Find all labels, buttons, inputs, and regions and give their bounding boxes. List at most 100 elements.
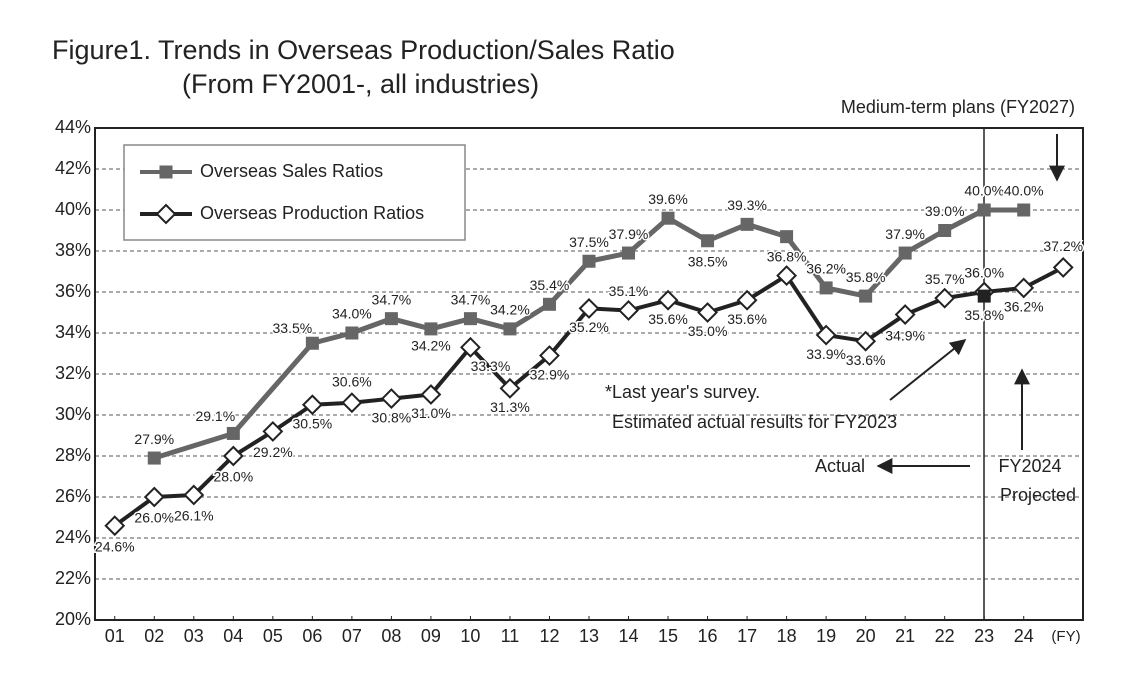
point (740, 217, 754, 231)
y-tick-label: 44% (55, 117, 91, 137)
point (345, 326, 359, 340)
data-label: 32.9% (530, 366, 570, 382)
data-label: 35.8% (964, 307, 1004, 323)
y-tick-label: 38% (55, 240, 91, 260)
point (780, 230, 794, 244)
data-label: 40.0% (964, 183, 1004, 199)
x-tick-label: 24 (1014, 626, 1034, 646)
y-tick-label: 28% (55, 445, 91, 465)
data-label: 33.6% (846, 352, 886, 368)
data-label: 33.9% (806, 346, 846, 362)
x-tick-label: 09 (421, 626, 441, 646)
point (697, 302, 718, 323)
point (104, 515, 126, 537)
x-tick-label: 08 (381, 626, 401, 646)
data-label: 35.8% (846, 269, 886, 285)
point (460, 336, 481, 358)
point (503, 322, 517, 336)
x-tick-label: 07 (342, 626, 362, 646)
x-tick-label: 11 (501, 626, 520, 646)
point (1052, 256, 1074, 278)
x-tick-label: 05 (263, 626, 283, 646)
data-label: 38.7% (767, 249, 807, 265)
annotation: *Last year's survey. (605, 382, 760, 402)
data-label: 26.0% (134, 510, 174, 526)
point (819, 281, 833, 295)
x-tick-label: 03 (184, 626, 204, 646)
data-label: 36.2% (1004, 299, 1044, 315)
point (582, 254, 596, 268)
data-label: 38.5% (688, 253, 728, 269)
annotation: Medium-term plans (FY2027) (841, 97, 1075, 117)
data-label: 36.2% (806, 261, 846, 277)
x-tick-label: 10 (460, 626, 480, 646)
arrow (889, 339, 967, 401)
legend (123, 144, 466, 241)
data-label: 34.7% (451, 291, 491, 307)
x-tick-label: 16 (698, 626, 718, 646)
x-tick-label: 04 (223, 626, 243, 646)
y-tick-label: 42% (55, 158, 91, 178)
point (934, 287, 956, 309)
x-tick-label: 20 (856, 626, 876, 646)
point (1013, 277, 1035, 299)
annotation: FY2024 (998, 456, 1061, 476)
x-tick-label: 15 (658, 626, 678, 646)
data-label: 35.0% (688, 323, 728, 339)
x-tick-label: 17 (737, 626, 757, 646)
series: 24.6% 26.0% 26.1% 28.0%29.2%30.5% 30.6% 30.8%… (93, 237, 1084, 556)
data-label: 34.2% (490, 302, 530, 318)
data-label: 24.6% (95, 538, 135, 554)
data-label: 35.6% (727, 311, 767, 327)
series: 27.9%29.1%33.5%34.0%34.7%34.2%34.7%34.2%… (133, 181, 1045, 465)
data-label: 27.9% (134, 431, 174, 447)
point (305, 336, 319, 350)
x-tick-label: 13 (579, 626, 599, 646)
point (938, 224, 952, 237)
x-tick-label: 21 (895, 626, 915, 646)
point (341, 392, 363, 414)
point (262, 420, 284, 442)
legend-label: Overseas Production Ratios (200, 203, 424, 223)
x-tick-label: 06 (302, 626, 322, 646)
y-tick-label: 34% (55, 322, 91, 342)
data-label: 33.5% (273, 320, 313, 336)
point (578, 297, 600, 319)
data-label: 37.2% (1043, 238, 1083, 254)
data-label: 26.1% (174, 508, 214, 524)
annotation: Actual (815, 456, 865, 476)
data-label: 29.1% (195, 408, 235, 424)
point (542, 297, 556, 311)
point (815, 324, 837, 346)
data-label: 36.0% (964, 265, 1004, 281)
data-label: 30.5% (293, 415, 333, 431)
chart-subtitle: (From FY2001-, all industries) (182, 69, 539, 99)
data-label: 34.0% (332, 306, 372, 322)
point (977, 289, 991, 303)
point (898, 246, 912, 260)
data-label: 39.3% (727, 197, 767, 213)
x-tick-label: 19 (816, 626, 836, 646)
y-tick-label: 26% (55, 486, 91, 506)
data-label: 39.0% (925, 203, 965, 219)
point (499, 377, 521, 399)
point (539, 345, 560, 366)
y-tick-label: 24% (55, 527, 91, 547)
point (147, 451, 161, 465)
x-axis-label: (FY) (1051, 628, 1080, 645)
data-label: 35.6% (648, 311, 688, 327)
x-tick-label: 18 (777, 626, 797, 646)
y-tick-label: 32% (55, 363, 91, 383)
y-tick-label: 36% (55, 281, 91, 301)
data-label: 36.8% (767, 248, 807, 264)
point (143, 486, 165, 508)
point (222, 445, 244, 467)
data-label: 37.9% (609, 226, 649, 242)
point (424, 322, 438, 336)
point (384, 312, 398, 326)
point (622, 246, 636, 260)
data-label: 31.3% (490, 399, 530, 415)
chart-title: Figure1. Trends in Overseas Production/S… (52, 35, 675, 65)
